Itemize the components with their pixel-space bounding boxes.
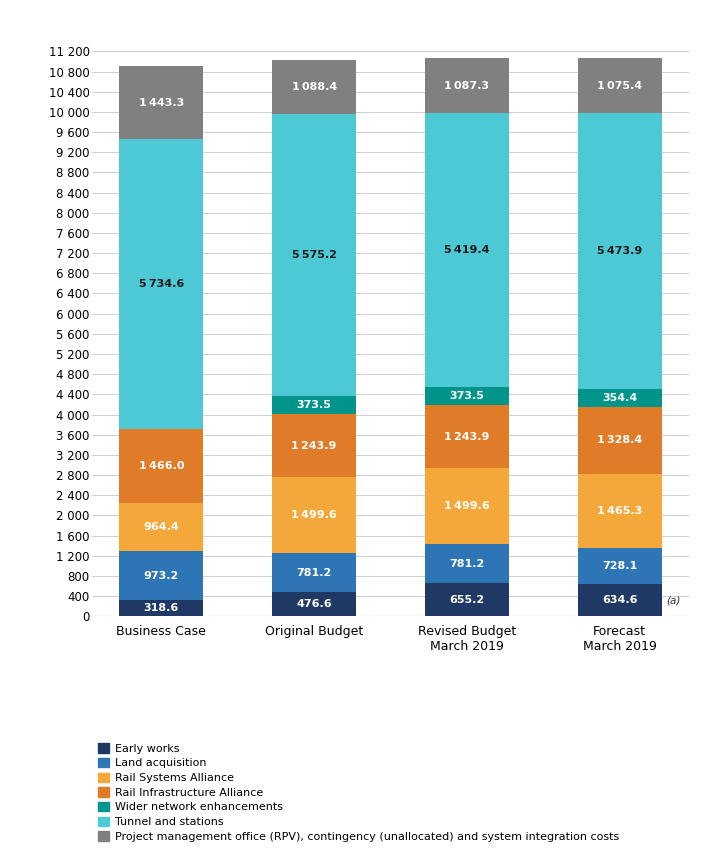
Text: 1 443.3: 1 443.3 <box>138 98 184 108</box>
Bar <box>272 592 356 616</box>
Text: 354.4: 354.4 <box>602 393 637 402</box>
Text: 973.2: 973.2 <box>144 571 179 580</box>
Text: 5 575.2: 5 575.2 <box>292 250 337 260</box>
Text: 1 075.4: 1 075.4 <box>597 80 642 91</box>
Bar <box>425 583 509 616</box>
Bar <box>425 58 509 113</box>
Text: 476.6: 476.6 <box>296 599 332 609</box>
Bar <box>578 389 662 407</box>
Text: 655.2: 655.2 <box>449 595 484 605</box>
Text: 1 465.3: 1 465.3 <box>597 506 643 515</box>
Text: 1 328.4: 1 328.4 <box>597 435 643 445</box>
Text: 781.2: 781.2 <box>449 559 484 568</box>
Text: 373.5: 373.5 <box>297 400 332 410</box>
Text: 964.4: 964.4 <box>143 522 180 532</box>
Text: 1 088.4: 1 088.4 <box>292 82 337 92</box>
Bar <box>272 553 356 592</box>
Bar <box>425 406 509 468</box>
Bar <box>425 468 509 544</box>
Text: 5 419.4: 5 419.4 <box>444 245 490 255</box>
Bar <box>272 478 356 553</box>
Bar <box>119 67 203 140</box>
Bar <box>119 502 203 551</box>
Bar <box>425 387 509 406</box>
Bar <box>119 429 203 502</box>
Bar <box>272 395 356 414</box>
Bar <box>578 407 662 473</box>
Bar <box>119 551 203 600</box>
Bar <box>578 473 662 548</box>
Bar <box>425 544 509 583</box>
Bar <box>578 113 662 389</box>
Text: 634.6: 634.6 <box>602 595 638 605</box>
Bar <box>578 58 662 113</box>
Text: 781.2: 781.2 <box>297 568 332 578</box>
Text: 1 243.9: 1 243.9 <box>291 441 337 451</box>
Text: 1 466.0: 1 466.0 <box>138 461 184 471</box>
Bar <box>272 60 356 115</box>
Text: 373.5: 373.5 <box>449 391 484 401</box>
Text: 5 734.6: 5 734.6 <box>138 279 184 289</box>
Bar <box>119 600 203 616</box>
Text: 1 243.9: 1 243.9 <box>444 431 490 442</box>
Text: 1 087.3: 1 087.3 <box>444 80 489 91</box>
Bar <box>272 414 356 478</box>
Bar <box>272 115 356 395</box>
Legend: Early works, Land acquisition, Rail Systems Alliance, Rail Infrastructure Allian: Early works, Land acquisition, Rail Syst… <box>98 743 619 841</box>
Bar <box>119 140 203 429</box>
Bar <box>425 113 509 387</box>
Text: 1 499.6: 1 499.6 <box>444 501 490 511</box>
Text: (a): (a) <box>666 595 681 605</box>
Text: 728.1: 728.1 <box>602 561 637 571</box>
Bar <box>578 585 662 616</box>
Text: 318.6: 318.6 <box>144 603 179 613</box>
Text: 1 499.6: 1 499.6 <box>291 510 337 520</box>
Bar <box>578 548 662 585</box>
Text: 5 473.9: 5 473.9 <box>597 246 643 256</box>
